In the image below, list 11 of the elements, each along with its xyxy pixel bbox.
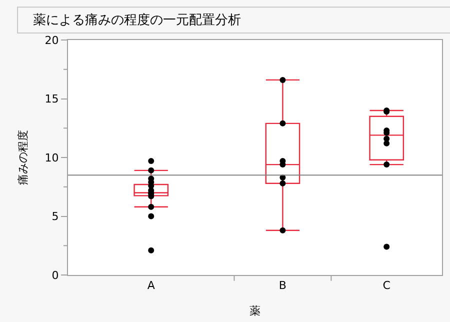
y-tick-label: 0 (52, 268, 59, 282)
y-tick-label: 10 (44, 151, 59, 164)
x-tick-label: A (147, 279, 156, 292)
x-tick-label: B (278, 279, 286, 292)
x-tick-label: C (382, 279, 391, 292)
y-axis-title: 痛みの程度 (16, 130, 30, 185)
chart-title: 薬による痛みの程度の一元配置分析 (33, 12, 241, 28)
y-tick-label: 20 (44, 34, 59, 47)
y-tick-label: 5 (52, 210, 59, 224)
y-tick-label: 15 (44, 92, 59, 106)
x-axis-title: 薬 (250, 304, 260, 318)
